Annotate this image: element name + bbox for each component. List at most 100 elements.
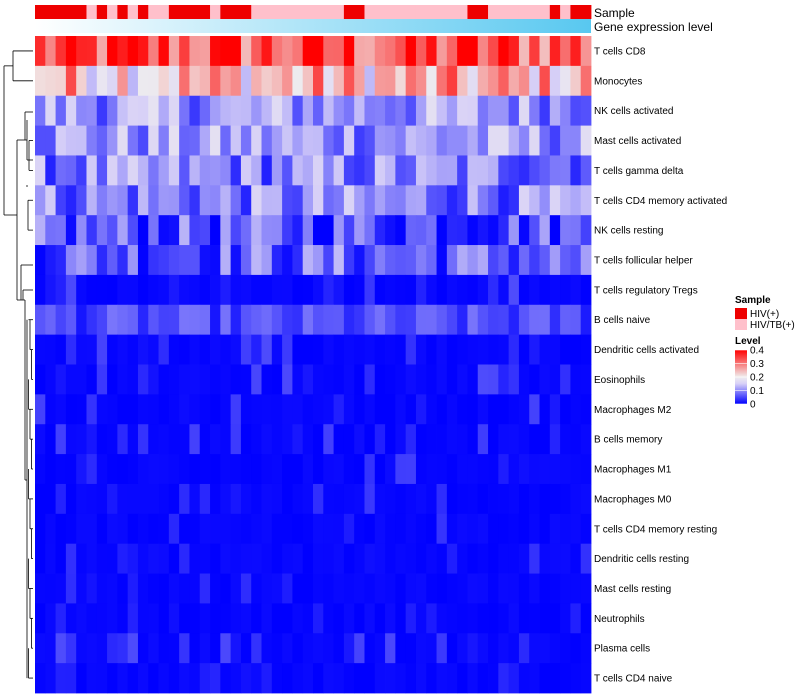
heatmap-cell bbox=[498, 334, 510, 365]
heatmap-cell bbox=[549, 36, 561, 67]
heatmap-cell bbox=[467, 334, 479, 365]
heatmap-cell bbox=[343, 334, 355, 365]
heatmap-cell bbox=[292, 304, 304, 336]
heatmap-cell bbox=[137, 95, 149, 126]
heatmap-cell bbox=[158, 215, 170, 246]
heatmap-cell bbox=[251, 304, 262, 336]
heatmap-cell bbox=[529, 454, 540, 485]
heatmap-cell bbox=[446, 454, 458, 485]
heatmap-cell bbox=[117, 454, 129, 485]
heatmap-cell bbox=[529, 215, 540, 246]
heatmap-cell bbox=[199, 36, 211, 67]
heatmap-cell bbox=[374, 513, 386, 545]
heatmap-cell bbox=[508, 334, 520, 365]
heatmap-cell bbox=[364, 245, 376, 276]
heatmap-cell bbox=[55, 513, 67, 545]
heatmap-cell bbox=[313, 633, 324, 664]
heatmap-cell bbox=[488, 215, 499, 246]
heatmap-cell bbox=[199, 483, 211, 515]
heatmap-cell bbox=[251, 215, 262, 246]
heatmap-cell bbox=[55, 95, 67, 126]
heatmap-cell bbox=[292, 125, 304, 156]
heatmap-cell bbox=[271, 245, 283, 276]
heatmap-cell bbox=[127, 215, 139, 246]
heatmap-cell bbox=[35, 125, 46, 156]
heatmap-cell bbox=[168, 483, 180, 515]
heatmap-cell bbox=[86, 245, 98, 276]
heatmap-cell bbox=[35, 65, 46, 97]
heatmap-cell bbox=[292, 603, 304, 634]
heatmap-cell bbox=[168, 95, 180, 126]
heatmap-cell bbox=[343, 65, 355, 97]
heatmap-cell bbox=[220, 125, 232, 156]
heatmap-cell bbox=[426, 513, 437, 545]
heatmap-cell bbox=[467, 304, 479, 336]
heatmap-cell bbox=[395, 633, 407, 664]
heatmap-cell bbox=[230, 95, 242, 126]
heatmap-cell bbox=[415, 334, 427, 365]
heatmap-cell bbox=[518, 424, 530, 455]
heatmap-cell bbox=[415, 394, 427, 425]
heatmap-cell bbox=[271, 543, 283, 574]
heatmap-cell bbox=[65, 394, 77, 425]
heatmap-cell bbox=[580, 394, 592, 425]
heatmap-cell bbox=[210, 364, 221, 395]
annotation-label-sample: Sample bbox=[594, 6, 635, 20]
heatmap-cell bbox=[508, 215, 520, 246]
heatmap-cell bbox=[271, 334, 283, 365]
heatmap-cell bbox=[86, 394, 98, 425]
heatmap-cell bbox=[65, 125, 77, 156]
heatmap-cell bbox=[415, 513, 427, 545]
heatmap-cell bbox=[488, 304, 499, 336]
heatmap-cell bbox=[385, 65, 396, 97]
heatmap-cell bbox=[457, 215, 468, 246]
heatmap-cell bbox=[55, 36, 67, 67]
heatmap-cell bbox=[96, 513, 108, 545]
heatmap-cell bbox=[261, 95, 273, 126]
heatmap-cell bbox=[343, 603, 355, 634]
heatmap-cell bbox=[251, 513, 262, 545]
heatmap-cell bbox=[220, 483, 232, 515]
heatmap-cell bbox=[477, 633, 489, 664]
heatmap-cell bbox=[148, 483, 159, 515]
heatmap-cell bbox=[560, 125, 571, 156]
sample-annotation-cell bbox=[137, 5, 149, 19]
heatmap-cell bbox=[179, 125, 190, 156]
heatmap-cell bbox=[210, 483, 221, 515]
heatmap-cell bbox=[107, 513, 118, 545]
row-label: Mast cells activated bbox=[594, 136, 681, 147]
heatmap-cell bbox=[76, 65, 87, 97]
heatmap-cell bbox=[86, 215, 98, 246]
heatmap-cell bbox=[127, 304, 139, 336]
heatmap-cell bbox=[65, 454, 77, 485]
heatmap-cell bbox=[76, 454, 87, 485]
heatmap-cell bbox=[230, 245, 242, 276]
heatmap-cell bbox=[271, 364, 283, 395]
heatmap-cell bbox=[86, 155, 98, 186]
heatmap-cell bbox=[395, 274, 407, 306]
row-label: Dendritic cells resting bbox=[594, 554, 689, 565]
heatmap-cell bbox=[148, 274, 159, 306]
heatmap-cell bbox=[395, 36, 407, 67]
heatmap-cell bbox=[539, 65, 551, 97]
heatmap-cell bbox=[457, 125, 468, 156]
heatmap-cell bbox=[539, 483, 551, 515]
heatmap-cell bbox=[508, 424, 520, 455]
heatmap-cell bbox=[168, 424, 180, 455]
heatmap-cell bbox=[333, 513, 345, 545]
heatmap-cell bbox=[261, 454, 273, 485]
heatmap-cell bbox=[426, 364, 437, 395]
heatmap-cell bbox=[282, 185, 293, 216]
heatmap-cell bbox=[210, 304, 221, 336]
heatmap-cell bbox=[405, 185, 417, 216]
sample-annotation-cell bbox=[127, 5, 139, 19]
heatmap-cell bbox=[549, 304, 561, 336]
heatmap-cell bbox=[292, 663, 304, 694]
heatmap-cell bbox=[86, 364, 98, 395]
heatmap-cell bbox=[55, 543, 67, 574]
heatmap-cell bbox=[137, 483, 149, 515]
sample-annotation-cell bbox=[240, 5, 252, 19]
heatmap-cell bbox=[251, 633, 262, 664]
heatmap-cell bbox=[158, 454, 170, 485]
heatmap-cell bbox=[302, 543, 314, 574]
